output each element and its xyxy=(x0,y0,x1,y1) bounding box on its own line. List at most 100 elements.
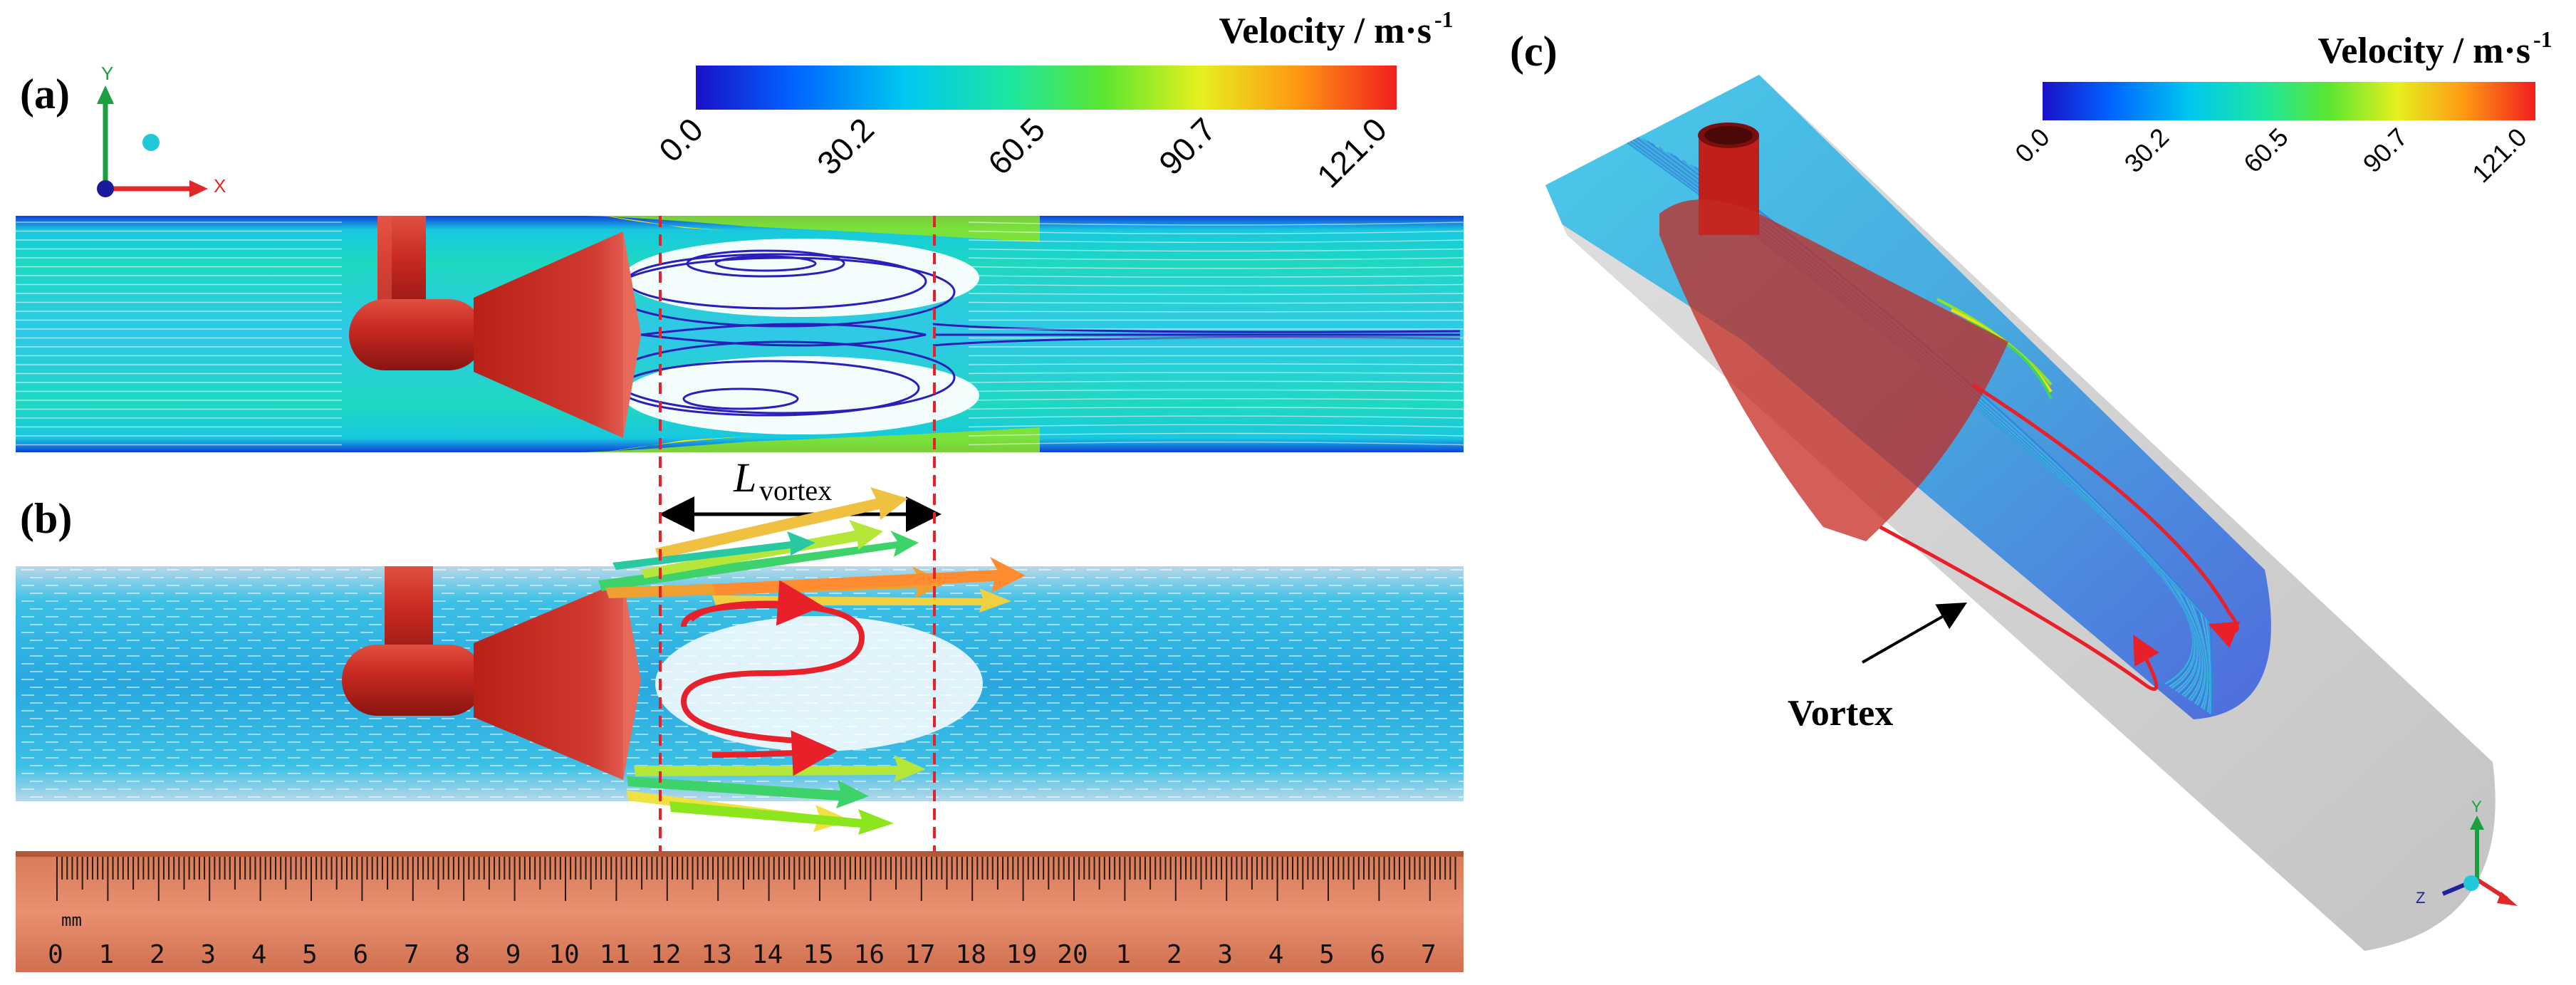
panel-b: (b) L vortex xyxy=(16,454,1464,835)
streamline xyxy=(968,380,1464,383)
vortex-swirl-upper xyxy=(689,580,823,626)
injector-hub xyxy=(349,299,484,370)
vortex-annotation: Vortex xyxy=(1788,693,1893,734)
ruler-label: 15 xyxy=(803,940,833,969)
vortex-curve-upper xyxy=(1971,382,2241,648)
colorbar-left-tick-label: 90.7 xyxy=(1152,110,1223,182)
ruler-unit: mm xyxy=(61,910,82,930)
ruler-label: 18 xyxy=(956,940,986,969)
streamline xyxy=(968,293,1464,296)
ruler-label: 6 xyxy=(353,940,369,969)
injector-cone-b xyxy=(474,580,623,780)
ruler-label: 2 xyxy=(150,940,165,969)
streamlines-overlay xyxy=(16,222,1464,446)
y-axis-arrowhead xyxy=(97,85,114,104)
ruler-label: 12 xyxy=(650,940,681,969)
z-axis-dot xyxy=(97,180,114,197)
ruler-label: 9 xyxy=(506,940,521,969)
streamline xyxy=(968,222,1464,226)
ruler-label: 11 xyxy=(600,940,630,969)
panel-c-label: (c) xyxy=(1510,28,1558,75)
colorbar-right-tick-label: 0.0 xyxy=(2009,123,2055,168)
colorbar-right-tick-label: 30.2 xyxy=(2119,123,2175,179)
y-axis-label-right: Y xyxy=(2471,798,2482,815)
panel-a-label: (a) xyxy=(20,71,70,118)
panel-c: (c) Vortex Velocity / m·s -1 0.0 30.2 60.5… xyxy=(1510,26,2552,951)
streamline xyxy=(968,283,1464,286)
ruler-label: 19 xyxy=(1006,940,1037,969)
ruler-body xyxy=(16,851,1464,972)
colorbar-right-tick-label: 60.5 xyxy=(2238,123,2294,179)
ruler-label: 10 xyxy=(548,940,579,969)
panel-a-flow-field xyxy=(16,216,1464,452)
colorbar-left-tick-label: 121.0 xyxy=(1310,110,1394,194)
colorbar-left-tick-label: 0.0 xyxy=(652,110,710,169)
streamline xyxy=(968,389,1464,392)
ruler-label: 1 xyxy=(1116,940,1132,969)
ruler-label: 2 xyxy=(1167,940,1182,969)
z-axis-label: Z xyxy=(111,167,120,183)
vortex-length-symbol: L xyxy=(733,454,756,501)
vortex-curve-lower xyxy=(1879,525,2160,691)
axes-triad-right: Y Z xyxy=(2416,798,2518,907)
injector-cone xyxy=(474,231,623,438)
streamline xyxy=(968,230,1464,234)
y-axis-label: Y xyxy=(101,63,113,84)
colorbar-right: Velocity / m·s -1 0.0 30.2 60.5 90.7 121.0 xyxy=(2009,26,2552,188)
ruler-label: 20 xyxy=(1057,940,1088,969)
ruler-label: 0 xyxy=(48,940,63,969)
injector-hub-b xyxy=(342,645,484,716)
large-vectors-lower xyxy=(627,755,926,835)
ruler-label: 16 xyxy=(854,940,885,969)
recirculation-zone xyxy=(655,616,983,751)
injector-cone-c xyxy=(1659,199,2008,541)
colorbar-left-title-superscript: -1 xyxy=(1434,6,1454,32)
orientation-sphere xyxy=(142,134,160,151)
ruler-label: 13 xyxy=(702,940,732,969)
panel-b-label: (b) xyxy=(20,495,72,542)
streamline xyxy=(968,407,1464,410)
x-axis-label: X xyxy=(214,175,226,197)
streamline xyxy=(968,311,1464,313)
colorbar-left: Velocity / m·s -1 0.0 30.2 60.5 90.7 121.0 xyxy=(652,6,1454,194)
streamline xyxy=(968,239,1464,244)
colorbar-right-tick-label: 90.7 xyxy=(2357,123,2414,179)
lower-jet xyxy=(584,427,1040,452)
colorbar-left-tick-label: 60.5 xyxy=(981,110,1052,182)
colorbar-left-tick-label: 30.2 xyxy=(810,110,881,182)
colorbar-right-gradient xyxy=(2043,82,2535,120)
streamline xyxy=(968,424,1464,428)
vortex-swirl-lower xyxy=(711,730,838,776)
streamline xyxy=(968,319,1464,321)
cone-face-b xyxy=(623,580,641,780)
injector-body-a xyxy=(349,216,641,438)
injector-body-b xyxy=(342,566,641,780)
axes-triad-left: Y X Z xyxy=(97,63,226,197)
colorbar-right-title-superscript: -1 xyxy=(2533,26,2552,52)
ruler-label: 3 xyxy=(1217,940,1233,969)
panel-a: (a) Y X Z xyxy=(16,63,1464,452)
streamline xyxy=(968,355,1464,357)
ruler-label: 5 xyxy=(1319,940,1335,969)
ruler-ticks xyxy=(56,857,1456,901)
streamline xyxy=(968,415,1464,419)
ruler-label: 4 xyxy=(1268,940,1284,969)
ruler-label: 14 xyxy=(752,940,783,969)
ruler-label: 6 xyxy=(1370,940,1386,969)
streamline xyxy=(968,372,1464,375)
colorbar-left-gradient xyxy=(696,66,1397,110)
ruler-label: 3 xyxy=(200,940,216,969)
injector-body-c xyxy=(1659,123,2008,541)
vortex-length-subscript: vortex xyxy=(759,474,832,506)
streamline xyxy=(968,266,1464,269)
streamline xyxy=(968,432,1464,437)
recirculation-lower xyxy=(623,356,979,434)
streamline xyxy=(968,275,1464,278)
colorbar-right-ticks: 0.0 30.2 60.5 90.7 121.0 xyxy=(2009,123,2532,189)
colorbar-right-tick-label: 121.0 xyxy=(2466,123,2533,189)
colorbar-right-title: Velocity / m·s xyxy=(2318,31,2531,71)
ruler-labels: 0 1 2 3 4 5 6 7 8 9 10 11 12 13 14 15 16 17 18 19 20 1 2 3 4 5 6 7 xyxy=(48,940,1436,969)
ruler-edge xyxy=(16,851,1464,857)
